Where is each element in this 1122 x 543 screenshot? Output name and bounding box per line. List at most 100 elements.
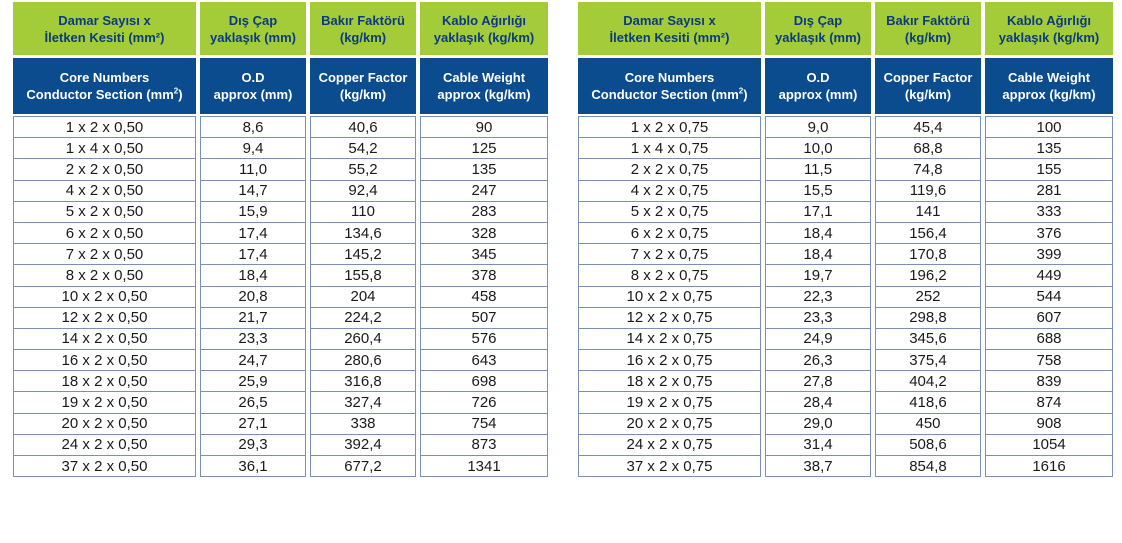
cell-copper-factor: 204 (310, 286, 416, 308)
cell-cable-weight: 90 (420, 116, 548, 139)
table-row: 1 x 4 x 0,50 9,4 54,2 125 (13, 138, 548, 160)
header-od-tr: Dış Çap yaklaşık (mm) (200, 2, 306, 55)
cell-od: 31,4 (765, 434, 871, 456)
cell-cable-weight: 1054 (985, 434, 1113, 456)
cell-cable-weight: 378 (420, 265, 548, 287)
cell-cable-weight: 507 (420, 307, 548, 329)
cell-od: 28,4 (765, 392, 871, 414)
table-row: 1 x 2 x 0,50 8,6 40,6 90 (13, 116, 548, 139)
cell-cable-weight: 1341 (420, 456, 548, 478)
cell-od: 9,0 (765, 116, 871, 139)
cell-copper-factor: 134,6 (310, 222, 416, 245)
cell-od: 27,8 (765, 371, 871, 393)
table-row: 5 x 2 x 0,75 17,1 141 333 (578, 201, 1113, 223)
header-cable-weight-tr: Kablo Ağırlığı yaklaşık (kg/km) (420, 2, 548, 55)
cell-cable-weight: 399 (985, 244, 1113, 266)
header-copper-factor-tr: Bakır Faktörü (kg/km) (310, 2, 416, 55)
cell-cable-weight: 247 (420, 180, 548, 202)
cell-core-section: 6 x 2 x 0,75 (578, 222, 761, 245)
cell-core-section: 2 x 2 x 0,50 (13, 159, 196, 181)
cell-core-section: 12 x 2 x 0,50 (13, 307, 196, 329)
cell-od: 24,7 (200, 350, 306, 372)
header-core-en: Core Numbers Conductor Section (mm2) (578, 58, 761, 114)
cell-od: 8,6 (200, 116, 306, 139)
cell-core-section: 18 x 2 x 0,75 (578, 371, 761, 393)
cell-core-section: 19 x 2 x 0,50 (13, 392, 196, 414)
cell-od: 38,7 (765, 456, 871, 478)
cell-copper-factor: 68,8 (875, 138, 981, 160)
cell-cable-weight: 125 (420, 138, 548, 160)
cell-cable-weight: 345 (420, 244, 548, 266)
cell-core-section: 4 x 2 x 0,75 (578, 180, 761, 202)
cell-cable-weight: 283 (420, 201, 548, 223)
table-row: 1 x 4 x 0,75 10,0 68,8 135 (578, 138, 1113, 160)
cell-copper-factor: 298,8 (875, 307, 981, 329)
header-cable-weight-en: Cable Weight approx (kg/km) (420, 58, 548, 114)
cell-copper-factor: 110 (310, 201, 416, 223)
header-od-en: O.D approx (mm) (765, 58, 871, 114)
cell-od: 24,9 (765, 328, 871, 351)
table-row: 12 x 2 x 0,75 23,3 298,8 607 (578, 307, 1113, 329)
cell-cable-weight: 576 (420, 328, 548, 351)
header-cable-weight-tr: Kablo Ağırlığı yaklaşık (kg/km) (985, 2, 1113, 55)
cell-copper-factor: 74,8 (875, 159, 981, 181)
cell-cable-weight: 1616 (985, 456, 1113, 478)
table-row: 24 x 2 x 0,50 29,3 392,4 873 (13, 434, 548, 456)
cell-od: 36,1 (200, 456, 306, 478)
cell-cable-weight: 873 (420, 434, 548, 456)
cell-od: 26,5 (200, 392, 306, 414)
cell-copper-factor: 196,2 (875, 265, 981, 287)
cell-copper-factor: 375,4 (875, 350, 981, 372)
cell-copper-factor: 338 (310, 413, 416, 435)
cell-copper-factor: 345,6 (875, 328, 981, 351)
cell-copper-factor: 316,8 (310, 371, 416, 393)
cell-copper-factor: 55,2 (310, 159, 416, 181)
cell-cable-weight: 155 (985, 159, 1113, 181)
cell-core-section: 1 x 4 x 0,75 (578, 138, 761, 160)
table-row: 20 x 2 x 0,75 29,0 450 908 (578, 413, 1113, 435)
header-od-tr: Dış Çap yaklaşık (mm) (765, 2, 871, 55)
cell-cable-weight: 758 (985, 350, 1113, 372)
cell-cable-weight: 135 (985, 138, 1113, 160)
header-copper-factor-en: Copper Factor (kg/km) (875, 58, 981, 114)
cell-od: 22,3 (765, 286, 871, 308)
table-row: 20 x 2 x 0,50 27,1 338 754 (13, 413, 548, 435)
cell-copper-factor: 252 (875, 286, 981, 308)
cell-core-section: 10 x 2 x 0,75 (578, 286, 761, 308)
table-row: 16 x 2 x 0,75 26,3 375,4 758 (578, 350, 1113, 372)
table-row: 18 x 2 x 0,50 25,9 316,8 698 (13, 371, 548, 393)
cell-od: 26,3 (765, 350, 871, 372)
cell-cable-weight: 281 (985, 180, 1113, 202)
table-row: 14 x 2 x 0,75 24,9 345,6 688 (578, 328, 1113, 351)
cell-od: 19,7 (765, 265, 871, 287)
cell-copper-factor: 260,4 (310, 328, 416, 351)
cell-cable-weight: 458 (420, 286, 548, 308)
table-row: 7 x 2 x 0,75 18,4 170,8 399 (578, 244, 1113, 266)
table-row: 14 x 2 x 0,50 23,3 260,4 576 (13, 328, 548, 351)
header-copper-factor-en: Copper Factor (kg/km) (310, 58, 416, 114)
header-od-en: O.D approx (mm) (200, 58, 306, 114)
cell-core-section: 19 x 2 x 0,75 (578, 392, 761, 414)
cell-copper-factor: 45,4 (875, 116, 981, 139)
table-row: 10 x 2 x 0,50 20,8 204 458 (13, 286, 548, 308)
cell-copper-factor: 854,8 (875, 456, 981, 478)
cell-core-section: 18 x 2 x 0,50 (13, 371, 196, 393)
header-core-en: Core Numbers Conductor Section (mm2) (13, 58, 196, 114)
cell-core-section: 24 x 2 x 0,75 (578, 434, 761, 456)
cell-copper-factor: 450 (875, 413, 981, 435)
cell-core-section: 1 x 4 x 0,50 (13, 138, 196, 160)
table-body: Damar Sayısı x İletken Kesiti (mm²) Dış Ç… (578, 2, 1113, 478)
table-row: 5 x 2 x 0,50 15,9 110 283 (13, 201, 548, 223)
cell-cable-weight: 135 (420, 159, 548, 181)
cell-core-section: 5 x 2 x 0,75 (578, 201, 761, 223)
cell-cable-weight: 839 (985, 371, 1113, 393)
cell-od: 15,5 (765, 180, 871, 202)
cell-od: 11,0 (200, 159, 306, 181)
cell-copper-factor: 54,2 (310, 138, 416, 160)
table-row: 24 x 2 x 0,75 31,4 508,6 1054 (578, 434, 1113, 456)
cell-copper-factor: 404,2 (875, 371, 981, 393)
cell-copper-factor: 92,4 (310, 180, 416, 202)
cell-cable-weight: 908 (985, 413, 1113, 435)
cell-cable-weight: 100 (985, 116, 1113, 139)
cell-cable-weight: 449 (985, 265, 1113, 287)
